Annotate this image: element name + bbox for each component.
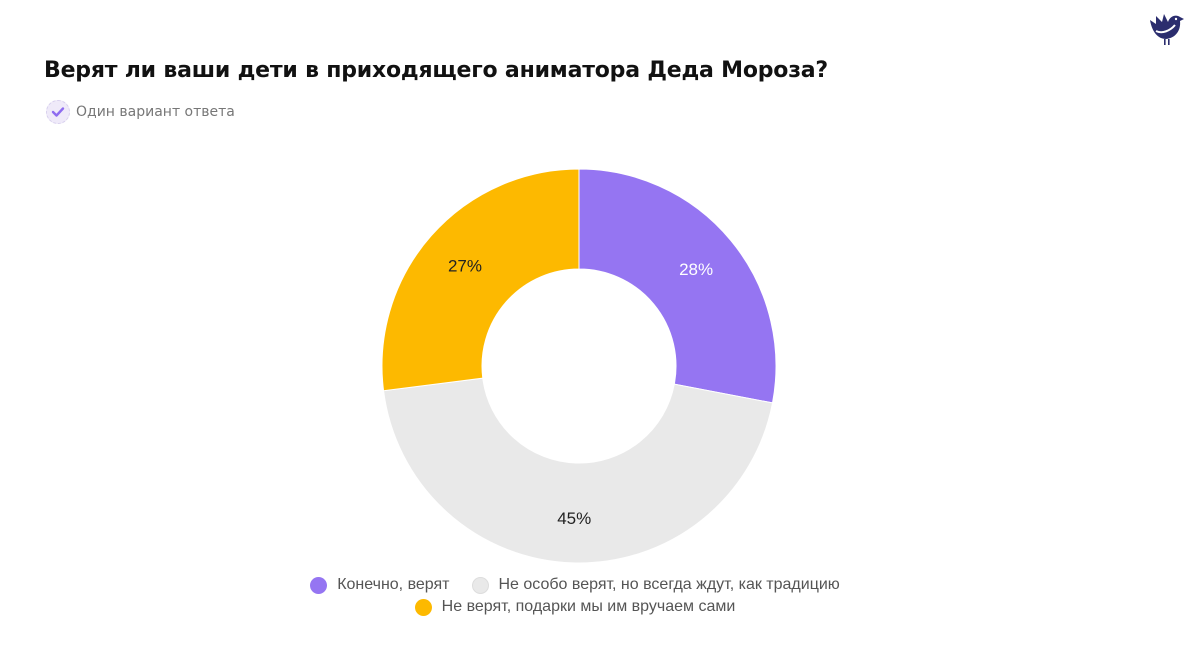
donut-slice [382, 377, 774, 564]
legend-swatch [310, 576, 328, 594]
donut-slice [381, 168, 580, 392]
check-circle-icon [46, 100, 70, 124]
legend-label: Не особо верят, но всегда ждут, как трад… [498, 576, 840, 593]
legend-item: Конечно, верят [310, 576, 450, 594]
answer-type: Один вариант ответа [46, 100, 235, 124]
legend-row-1: Конечно, верят Не особо верят, но всегда… [0, 576, 1150, 594]
legend-swatch [471, 576, 489, 594]
bird-logo [1144, 6, 1188, 54]
answer-type-label: Один вариант ответа [76, 104, 235, 120]
legend-row-2: Не верят, подарки мы им вручаем сами [0, 598, 1150, 616]
legend-label: Конечно, верят [337, 576, 450, 593]
slice-data-label: 28% [679, 260, 713, 279]
legend-item: Не верят, подарки мы им вручаем сами [414, 598, 736, 616]
donut-slice [578, 168, 777, 404]
legend-swatch [414, 598, 432, 616]
legend-item: Не особо верят, но всегда ждут, как трад… [471, 576, 840, 594]
legend-label: Не верят, подарки мы им вручаем сами [441, 598, 736, 615]
slice-data-label: 27% [448, 256, 482, 275]
question-title: Верят ли ваши дети в приходящего анимато… [44, 58, 828, 83]
slice-data-label: 45% [557, 509, 591, 528]
